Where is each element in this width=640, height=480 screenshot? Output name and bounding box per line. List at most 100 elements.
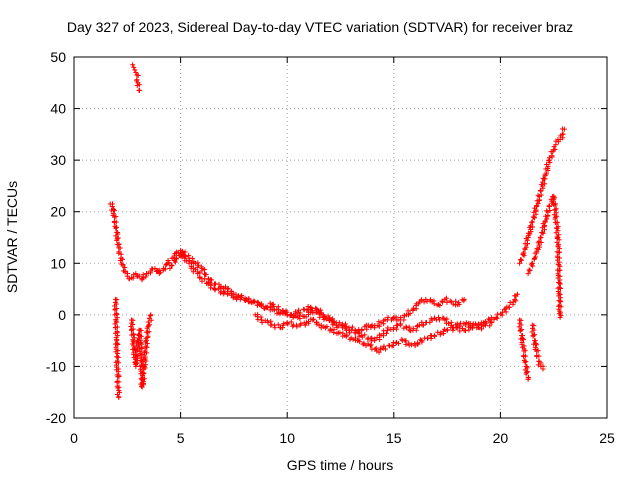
y-tick-label: 40 xyxy=(50,101,66,117)
data-point xyxy=(180,250,186,256)
data-point xyxy=(542,218,548,224)
data-point xyxy=(528,229,534,235)
data-point xyxy=(555,288,561,294)
data-point xyxy=(145,270,151,276)
data-point xyxy=(556,262,562,268)
data-point xyxy=(479,326,485,332)
data-point xyxy=(112,306,118,312)
data-point xyxy=(453,324,459,330)
data-point xyxy=(246,296,252,302)
data-point xyxy=(111,208,117,214)
data-point xyxy=(258,302,264,308)
data-point xyxy=(131,343,137,349)
data-point xyxy=(542,171,548,177)
y-tick-label: -20 xyxy=(46,410,66,426)
data-point xyxy=(117,245,123,251)
data-point xyxy=(520,344,526,350)
data-point xyxy=(555,275,561,281)
data-point xyxy=(401,317,407,323)
x-tick-label: 0 xyxy=(70,430,78,446)
data-point xyxy=(557,281,563,287)
data-point xyxy=(390,315,396,321)
data-point xyxy=(272,325,278,331)
data-point xyxy=(212,287,218,293)
data-point xyxy=(136,273,142,279)
data-point xyxy=(555,257,561,263)
data-point xyxy=(552,207,558,213)
data-point xyxy=(390,343,396,349)
data-point xyxy=(524,365,530,371)
data-point xyxy=(136,88,142,94)
data-point xyxy=(443,295,449,301)
data-point xyxy=(537,235,543,241)
data-point xyxy=(124,273,130,279)
data-point xyxy=(114,367,120,373)
data-point xyxy=(183,253,189,259)
data-point xyxy=(557,267,563,273)
data-point xyxy=(141,366,147,372)
x-tick-label: 10 xyxy=(279,430,295,446)
data-point xyxy=(109,204,115,210)
data-point xyxy=(138,345,144,351)
data-point xyxy=(302,322,308,328)
x-tick-label: 20 xyxy=(493,430,509,446)
data-point xyxy=(441,326,447,332)
data-point xyxy=(420,322,426,328)
data-point xyxy=(305,306,311,312)
data-point xyxy=(537,187,543,193)
data-point xyxy=(419,339,425,345)
data-point xyxy=(114,236,120,242)
data-point xyxy=(150,266,156,272)
data-point xyxy=(271,307,277,313)
data-point xyxy=(539,229,545,235)
data-point xyxy=(146,329,152,335)
data-point xyxy=(454,321,460,327)
data-point xyxy=(376,319,382,325)
data-point xyxy=(228,288,234,294)
data-point xyxy=(166,260,172,266)
data-point xyxy=(165,257,171,263)
data-point xyxy=(135,72,141,78)
data-point xyxy=(415,341,421,347)
data-point xyxy=(518,257,524,263)
data-point xyxy=(412,343,418,349)
data-point xyxy=(310,308,316,314)
data-point xyxy=(520,337,526,343)
data-point xyxy=(557,310,563,316)
data-point xyxy=(413,327,419,333)
data-point xyxy=(122,264,128,270)
data-point xyxy=(343,324,349,330)
data-point xyxy=(169,263,175,269)
data-point xyxy=(116,387,122,393)
data-point xyxy=(457,328,463,334)
data-point xyxy=(143,274,149,280)
data-point xyxy=(445,321,451,327)
data-point xyxy=(291,313,297,319)
plot-frame xyxy=(73,56,608,419)
data-point xyxy=(148,317,154,323)
data-point xyxy=(113,301,119,307)
data-point xyxy=(551,196,557,202)
data-point xyxy=(143,338,149,344)
data-point xyxy=(271,303,277,309)
data-point xyxy=(510,299,516,305)
data-point xyxy=(519,332,525,338)
data-point xyxy=(318,322,324,328)
data-point xyxy=(342,321,348,327)
data-point xyxy=(431,301,437,307)
data-point xyxy=(352,335,358,341)
data-point xyxy=(556,306,562,312)
data-point xyxy=(441,331,447,337)
data-point xyxy=(157,269,163,275)
data-point xyxy=(533,207,539,213)
data-point xyxy=(444,299,450,305)
data-point xyxy=(526,267,532,273)
data-point xyxy=(378,346,384,352)
data-point xyxy=(139,276,145,282)
data-point xyxy=(532,338,538,344)
data-point xyxy=(334,322,340,328)
data-point xyxy=(112,312,118,318)
data-point xyxy=(552,214,558,220)
data-point xyxy=(552,146,558,152)
